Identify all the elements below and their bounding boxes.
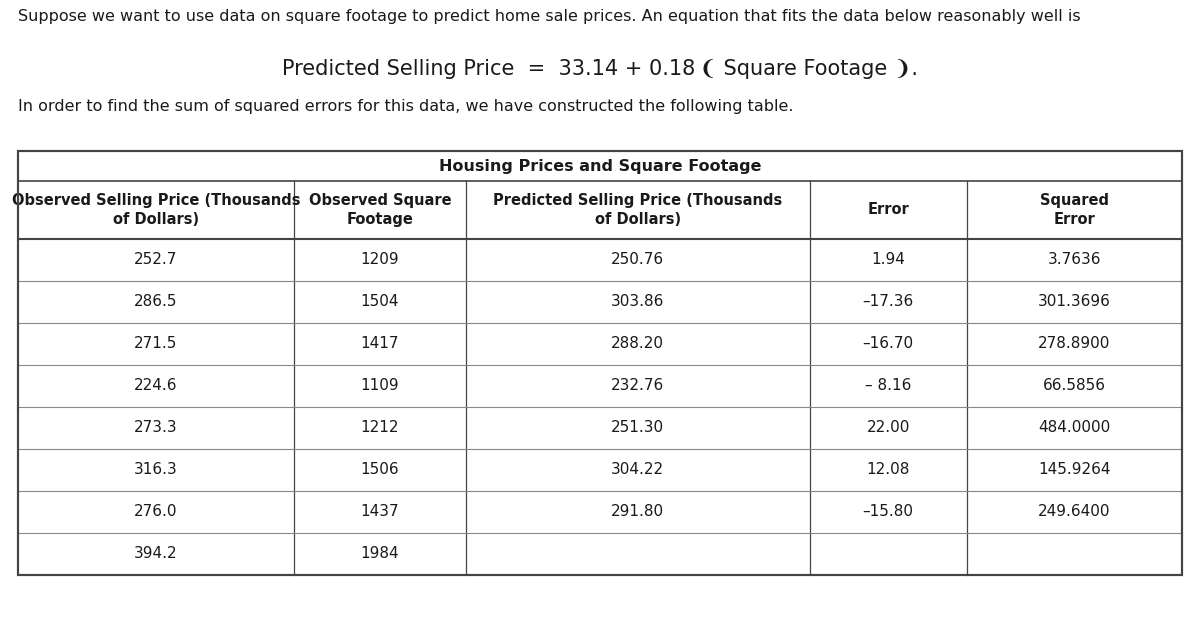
Text: – 8.16: – 8.16	[865, 378, 911, 394]
Bar	[18, 151, 1182, 575]
Text: 303.86: 303.86	[611, 294, 665, 310]
Text: 271.5: 271.5	[134, 337, 178, 351]
Text: –17.36: –17.36	[863, 294, 913, 310]
Text: 291.80: 291.80	[611, 504, 665, 519]
Text: 316.3: 316.3	[134, 463, 178, 478]
Text: 301.3696: 301.3696	[1038, 294, 1111, 310]
Text: Predicted Selling Price  =  33.14 + 0.18 ❨ Square Footage ❩.: Predicted Selling Price = 33.14 + 0.18 ❨…	[282, 59, 918, 79]
Text: 1417: 1417	[361, 337, 400, 351]
Text: 66.5856: 66.5856	[1043, 378, 1106, 394]
Text: 249.6400: 249.6400	[1038, 504, 1110, 519]
Text: 145.9264: 145.9264	[1038, 463, 1110, 478]
Text: –15.80: –15.80	[863, 504, 913, 519]
Text: Squared
Error: Squared Error	[1040, 192, 1109, 228]
Text: Suppose we want to use data on square footage to predict home sale prices. An eq: Suppose we want to use data on square fo…	[18, 9, 1081, 24]
Bar	[18, 151, 1182, 575]
Text: Observed Selling Price (Thousands
of Dollars): Observed Selling Price (Thousands of Dol…	[12, 192, 300, 228]
Text: In order to find the sum of squared errors for this data, we have constructed th: In order to find the sum of squared erro…	[18, 99, 793, 114]
Text: 22.00: 22.00	[866, 420, 910, 435]
Text: 250.76: 250.76	[611, 253, 665, 267]
Text: 224.6: 224.6	[134, 378, 178, 394]
Text: 394.2: 394.2	[134, 547, 178, 562]
Text: 304.22: 304.22	[611, 463, 665, 478]
Text: 1984: 1984	[361, 547, 400, 562]
Text: 484.0000: 484.0000	[1038, 420, 1110, 435]
Text: 252.7: 252.7	[134, 253, 178, 267]
Text: 251.30: 251.30	[611, 420, 665, 435]
Text: 1.94: 1.94	[871, 253, 905, 267]
Text: 288.20: 288.20	[611, 337, 665, 351]
Text: Observed Square
Footage: Observed Square Footage	[308, 192, 451, 228]
Text: 3.7636: 3.7636	[1048, 253, 1102, 267]
Text: 12.08: 12.08	[866, 463, 910, 478]
Text: Error: Error	[868, 203, 908, 217]
Text: 1504: 1504	[361, 294, 400, 310]
Text: 1437: 1437	[361, 504, 400, 519]
Text: 1209: 1209	[361, 253, 400, 267]
Text: 1506: 1506	[361, 463, 400, 478]
Text: Predicted Selling Price (Thousands
of Dollars): Predicted Selling Price (Thousands of Do…	[493, 192, 782, 228]
Text: 276.0: 276.0	[134, 504, 178, 519]
Text: 286.5: 286.5	[134, 294, 178, 310]
Text: 278.8900: 278.8900	[1038, 337, 1110, 351]
Text: 1212: 1212	[361, 420, 400, 435]
Text: Housing Prices and Square Footage: Housing Prices and Square Footage	[439, 158, 761, 174]
Text: 1109: 1109	[361, 378, 400, 394]
Text: –16.70: –16.70	[863, 337, 913, 351]
Text: 232.76: 232.76	[611, 378, 665, 394]
Text: 273.3: 273.3	[134, 420, 178, 435]
